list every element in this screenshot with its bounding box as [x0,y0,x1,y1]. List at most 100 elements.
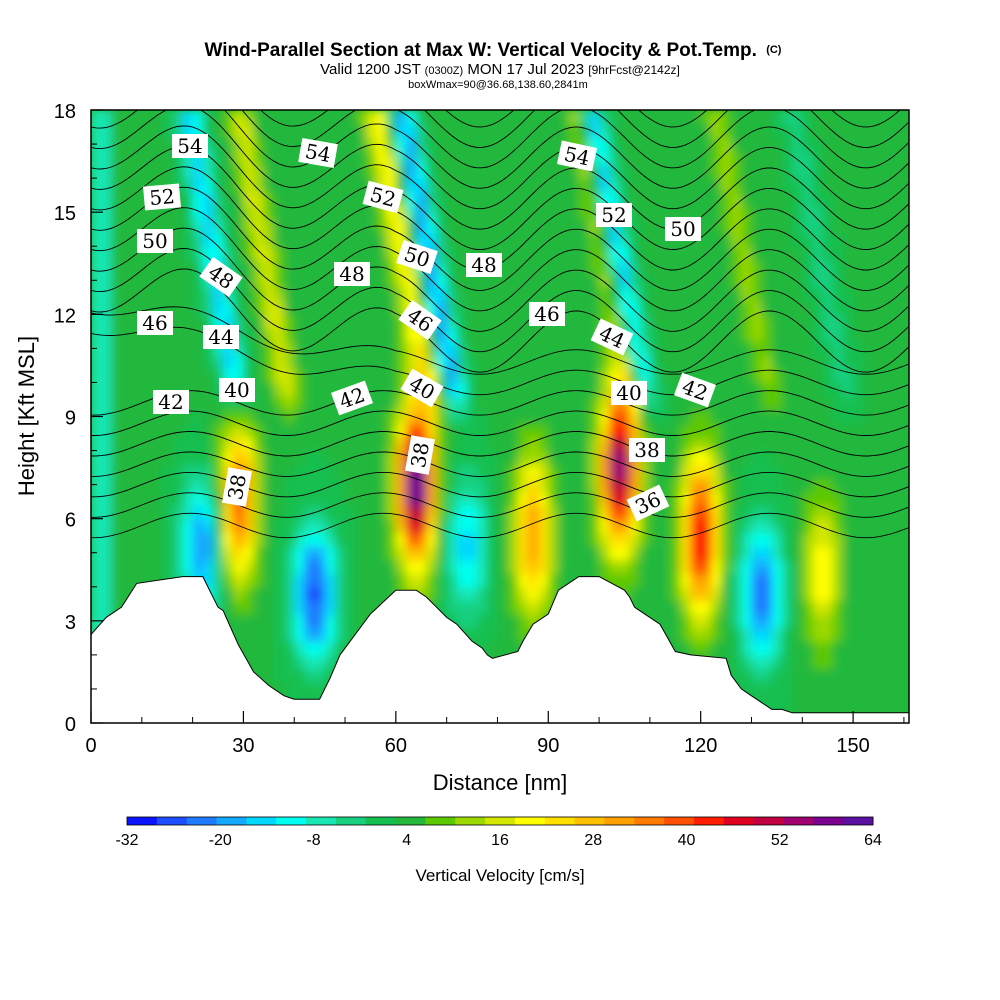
velocity-cell [456,382,468,397]
velocity-cell [741,668,753,683]
velocity-cell [284,450,296,465]
velocity-cell [273,668,285,683]
velocity-cell [822,300,834,316]
velocity-cell [782,355,793,370]
velocity-cell [365,368,377,384]
velocity-cell [812,164,824,179]
velocity-cell [324,573,336,588]
x-tick-label: 150 [836,735,869,757]
velocity-cell [731,300,743,316]
velocity-cell [446,409,458,425]
velocity-cell [233,368,245,384]
velocity-cell [710,532,722,547]
velocity-cell [243,545,255,561]
velocity-cell [162,259,174,275]
velocity-cell [863,110,875,125]
velocity-cell [853,559,865,574]
velocity-cell [355,110,367,125]
velocity-cell [599,246,611,261]
velocity-cell [345,150,356,166]
velocity-cell [771,423,783,438]
velocity-cell [345,586,356,602]
velocity-cell [385,164,397,179]
velocity-cell [599,259,611,275]
velocity-cell [741,382,753,397]
velocity-cell [853,573,865,588]
velocity-cell [731,110,743,125]
velocity-cell [792,355,804,370]
velocity-cell [314,491,326,506]
velocity-cell [111,436,123,452]
velocity-cell [843,341,854,356]
velocity-cell [294,559,306,574]
velocity-cell [893,614,905,629]
velocity-cell [558,191,570,207]
velocity-cell [395,532,407,547]
velocity-cell [375,464,387,479]
velocity-cell [690,477,702,493]
velocity-cell [456,137,468,152]
velocity-cell [467,491,478,506]
velocity-cell [243,614,255,629]
velocity-cell [487,314,499,329]
velocity-cell [792,191,804,207]
velocity-cell [568,409,580,425]
velocity-cell [680,328,692,343]
velocity-cell [162,464,174,479]
velocity-cell [456,191,468,207]
velocity-cell [548,505,560,520]
velocity-cell [700,300,712,316]
velocity-cell [263,396,275,411]
velocity-cell [152,532,163,547]
velocity-cell [284,368,296,384]
velocity-cell [761,627,773,642]
velocity-cell [141,300,153,316]
velocity-cell [721,259,732,275]
velocity-cell [355,246,367,261]
velocity-cell [863,450,875,465]
velocity-cell [223,123,235,138]
velocity-cell [324,178,336,193]
velocity-cell [710,491,722,506]
velocity-cell [345,232,356,247]
velocity-cell [761,586,773,602]
velocity-cell [822,396,834,411]
velocity-cell [406,341,417,356]
velocity-cell [345,505,356,520]
velocity-cell [111,409,123,425]
velocity-cell [365,273,377,288]
velocity-cell [192,219,204,234]
velocity-cell [690,314,702,329]
velocity-cell [883,137,895,152]
velocity-cell [822,654,834,670]
velocity-cell [782,150,793,166]
velocity-cell [883,110,895,125]
velocity-cell [599,505,611,520]
velocity-cell [822,586,834,602]
velocity-cell [629,355,641,370]
velocity-cell [741,232,753,247]
velocity-cell [680,641,692,656]
velocity-cell [568,382,580,397]
velocity-cell [324,110,336,125]
velocity-cell [91,314,102,329]
velocity-cell [365,518,377,534]
velocity-cell [243,559,255,574]
velocity-cell [212,464,224,479]
velocity-cell [873,287,885,302]
velocity-cell [568,110,580,125]
velocity-cell [91,573,102,588]
velocity-cell [314,641,326,656]
velocity-cell [355,600,367,615]
velocity-cell [416,355,428,370]
velocity-cell [507,532,519,547]
colorbar-tick-label: -8 [306,832,320,849]
velocity-cell [131,573,143,588]
velocity-cell [863,518,875,534]
velocity-cell [467,328,478,343]
velocity-cell [273,137,285,152]
velocity-cell [467,123,478,138]
velocity-cell [375,110,387,125]
velocity-cell [263,559,275,574]
velocity-cell [843,668,854,683]
